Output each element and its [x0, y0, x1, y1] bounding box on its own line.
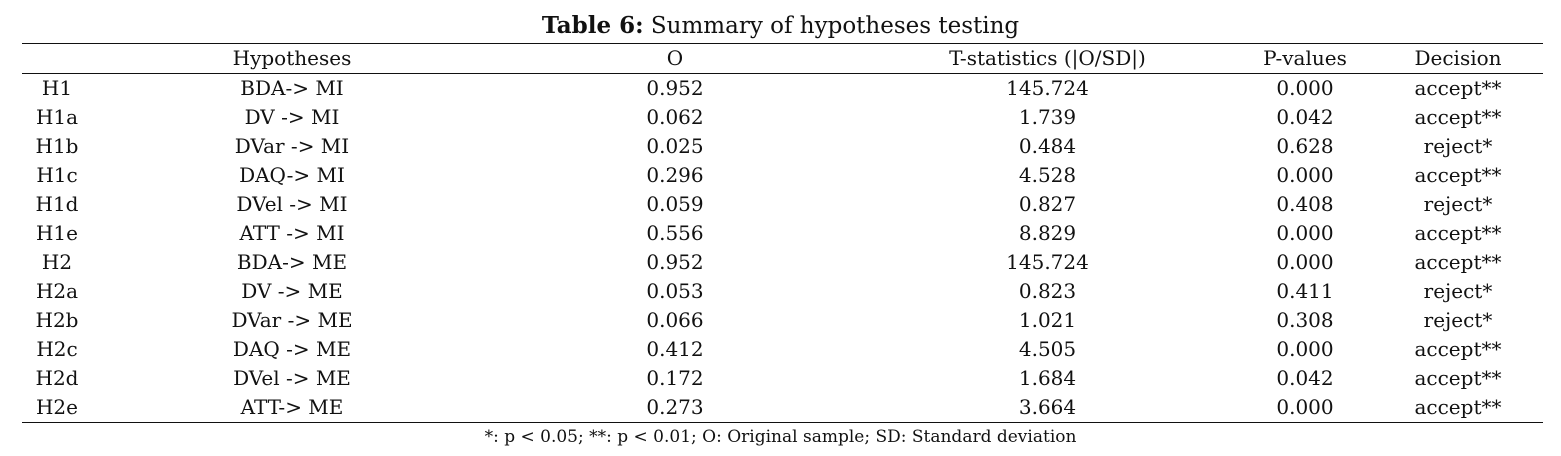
- original-sample-value: 0.172: [646, 366, 704, 390]
- hypothesis-path: DV -> ME: [241, 279, 343, 303]
- original-sample-value: 0.412: [646, 337, 704, 361]
- original-sample-value: 0.952: [646, 76, 704, 100]
- t-statistic-value: 3.664: [858, 393, 1237, 423]
- hypothesis-path: DVar -> MI: [234, 134, 350, 158]
- hypothesis-path: BDA-> MI: [240, 76, 344, 100]
- table-row: H1d DVel -> MI 0.059 0.827 0.408 reject*: [22, 190, 1543, 219]
- original-sample-value: 0.025: [646, 134, 704, 158]
- decision-value: reject*: [1423, 308, 1493, 332]
- hypothesis-path: DVel -> MI: [236, 192, 348, 216]
- hypothesis-path: DVel -> ME: [233, 366, 351, 390]
- decision-value: accept**: [1414, 163, 1502, 187]
- original-sample-value: 0.296: [646, 163, 704, 187]
- p-value: 0.042: [1276, 366, 1334, 390]
- table-row: H2 BDA-> ME 0.952 145.724 0.000 accept**: [22, 248, 1543, 277]
- header-hypotheses: Hypotheses: [92, 43, 492, 74]
- decision-value: accept**: [1373, 393, 1543, 423]
- decision-value: accept**: [1414, 105, 1502, 129]
- p-value: 0.000: [1237, 393, 1373, 423]
- table-row: H1b DVar -> MI 0.025 0.484 0.628 reject*: [22, 132, 1543, 161]
- t-statistic-value: 145.724: [1006, 250, 1089, 274]
- hypothesis-path: DAQ -> ME: [232, 337, 352, 361]
- hypothesis-path: DAQ-> MI: [239, 163, 345, 187]
- original-sample-value: 0.556: [646, 221, 704, 245]
- decision-value: accept**: [1414, 250, 1502, 274]
- hypothesis-id: H1e: [35, 221, 78, 245]
- decision-value: accept**: [1414, 366, 1502, 390]
- hypothesis-id: H1a: [35, 105, 79, 129]
- header-p-values: P-values: [1237, 43, 1373, 74]
- p-value: 0.000: [1276, 163, 1334, 187]
- t-statistic-value: 1.684: [1018, 366, 1077, 390]
- table-row: H1a DV -> MI 0.062 1.739 0.042 accept**: [22, 103, 1543, 132]
- original-sample-value: 0.952: [646, 250, 704, 274]
- t-statistic-value: 145.724: [1006, 76, 1089, 100]
- hypothesis-path: ATT-> ME: [92, 393, 492, 423]
- t-statistic-value: 8.829: [1018, 221, 1077, 245]
- p-value: 0.308: [1276, 308, 1334, 332]
- original-sample-value: 0.273: [492, 393, 858, 423]
- table-row: H2e ATT-> ME 0.273 3.664 0.000 accept**: [22, 393, 1543, 423]
- hypotheses-table: Hypotheses O T-statistics (|O/SD|) P-val…: [22, 43, 1543, 423]
- original-sample-value: 0.053: [646, 279, 704, 303]
- decision-value: reject*: [1423, 134, 1493, 158]
- table-row: H2c DAQ -> ME 0.412 4.505 0.000 accept**: [22, 335, 1543, 364]
- table-row: H2d DVel -> ME 0.172 1.684 0.042 accept**: [22, 364, 1543, 393]
- caption-label: Table 6:: [541, 12, 644, 39]
- p-value: 0.411: [1276, 279, 1334, 303]
- decision-value: accept**: [1414, 221, 1502, 245]
- table-body: H1 BDA-> MI 0.952 145.724 0.000 accept** H1a DV…: [22, 74, 1543, 423]
- hypothesis-id: H1d: [35, 192, 79, 216]
- decision-value: reject*: [1423, 279, 1493, 303]
- p-value: 0.042: [1276, 105, 1334, 129]
- p-value: 0.408: [1276, 192, 1334, 216]
- t-statistic-value: 0.484: [1018, 134, 1077, 158]
- header-original-sample: O: [492, 43, 858, 74]
- t-statistic-value: 0.823: [1018, 279, 1077, 303]
- hypothesis-path: DV -> MI: [244, 105, 340, 129]
- hypothesis-id: H1: [41, 76, 73, 100]
- table-row: H2b DVar -> ME 0.066 1.021 0.308 reject*: [22, 306, 1543, 335]
- header-row: Hypotheses O T-statistics (|O/SD|) P-val…: [22, 43, 1543, 74]
- p-value: 0.000: [1276, 221, 1334, 245]
- hypothesis-id: H1c: [36, 163, 78, 187]
- hypothesis-path: BDA-> ME: [236, 250, 348, 274]
- hypothesis-id: H2b: [35, 308, 79, 332]
- hypothesis-path: ATT -> MI: [239, 221, 345, 245]
- header-t-statistics: T-statistics (|O/SD|): [858, 43, 1237, 74]
- t-statistic-value: 0.827: [1018, 192, 1077, 216]
- p-value: 0.000: [1276, 250, 1334, 274]
- hypothesis-id: H2c: [36, 337, 78, 361]
- hypothesis-id: H1b: [35, 134, 79, 158]
- table-row: H2a DV -> ME 0.053 0.823 0.411 reject*: [22, 277, 1543, 306]
- decision-value: accept**: [1414, 76, 1502, 100]
- original-sample-value: 0.059: [646, 192, 704, 216]
- t-statistic-value: 4.528: [1018, 163, 1077, 187]
- decision-value: reject*: [1423, 192, 1493, 216]
- header-id: [22, 43, 92, 74]
- table-row: H1c DAQ-> MI 0.296 4.528 0.000 accept**: [22, 161, 1543, 190]
- hypothesis-id: H2e: [22, 393, 92, 423]
- table-row: H1e ATT -> MI 0.556 8.829 0.000 accept**: [22, 219, 1543, 248]
- table-caption: Table 6: Summary of hypotheses testing: [0, 11, 1561, 41]
- table-row: H1 BDA-> MI 0.952 145.724 0.000 accept**: [22, 74, 1543, 104]
- hypothesis-id: H2: [41, 250, 73, 274]
- original-sample-value: 0.066: [646, 308, 704, 332]
- hypothesis-id: H2a: [35, 279, 79, 303]
- decision-value: accept**: [1414, 337, 1502, 361]
- original-sample-value: 0.062: [646, 105, 704, 129]
- t-statistic-value: 1.021: [1018, 308, 1077, 332]
- t-statistic-value: 1.739: [1018, 105, 1077, 129]
- p-value: 0.000: [1276, 337, 1334, 361]
- hypothesis-path: DVar -> ME: [231, 308, 353, 332]
- t-statistic-value: 4.505: [1018, 337, 1077, 361]
- table-footnote: *: p < 0.05; **: p < 0.01; O: Original s…: [484, 427, 1077, 447]
- p-value: 0.000: [1276, 76, 1334, 100]
- caption-text: Summary of hypotheses testing: [643, 13, 1020, 39]
- header-decision: Decision: [1373, 43, 1543, 74]
- p-value: 0.628: [1276, 134, 1334, 158]
- hypothesis-id: H2d: [35, 366, 79, 390]
